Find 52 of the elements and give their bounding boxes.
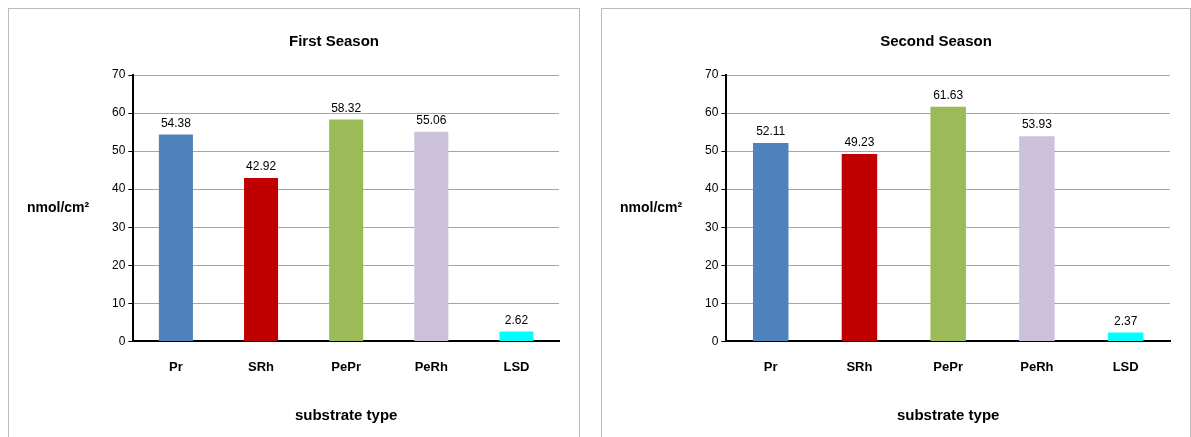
bar	[329, 119, 364, 341]
y-tick-label: 70	[111, 67, 126, 82]
data-label: 61.63	[933, 88, 964, 103]
data-label: 54.38	[160, 115, 192, 130]
y-tick-label: 50	[111, 143, 126, 158]
bar	[1107, 332, 1144, 341]
y-tick-label: 20	[111, 257, 126, 272]
x-tick-label: LSD	[1112, 358, 1139, 374]
data-label: 53.93	[1021, 117, 1053, 132]
y-axis-title: nmol/cm²	[27, 199, 90, 216]
y-tick-label: 30	[704, 219, 719, 234]
data-label: 55.06	[416, 113, 447, 128]
y-tick-label: 30	[111, 219, 126, 234]
x-tick-label: SRh	[846, 358, 873, 374]
x-tick-label: Pr	[169, 358, 183, 374]
y-tick-label: 60	[704, 105, 719, 120]
x-tick-label: LSD	[503, 358, 530, 374]
bar	[1019, 136, 1055, 341]
x-axis-title: substrate type	[294, 406, 398, 424]
x-tick-label: PePr	[933, 358, 963, 374]
x-tick-label: SRh	[248, 358, 275, 374]
y-tick-label: 60	[111, 105, 126, 120]
data-label: 2.37	[1113, 313, 1138, 328]
data-label: 42.92	[246, 159, 277, 174]
y-tick-label: 40	[704, 181, 719, 196]
x-tick-label: PeRh	[1020, 358, 1054, 374]
bar	[752, 143, 789, 341]
y-tick-label: 50	[704, 143, 719, 158]
y-tick-label: 40	[111, 181, 126, 196]
y-tick-label: 20	[704, 257, 719, 272]
chart-title: First Season	[288, 32, 380, 50]
data-label: 58.32	[331, 100, 362, 115]
data-label: 52.11	[756, 124, 786, 139]
bar	[930, 106, 966, 341]
chart-title: Second Season	[880, 32, 992, 50]
y-tick-label: 0	[118, 333, 126, 348]
y-axis-title: nmol/cm²	[620, 199, 683, 216]
y-tick-label: 0	[711, 333, 719, 348]
y-tick-label: 10	[704, 295, 719, 310]
bar	[499, 331, 534, 341]
bar	[158, 134, 193, 341]
data-label: 49.23	[844, 135, 875, 150]
x-tick-label: PeRh	[414, 358, 448, 374]
bar	[414, 131, 449, 341]
y-tick-label: 70	[704, 67, 719, 82]
y-tick-label: 10	[111, 295, 126, 310]
x-axis-title: substrate type	[896, 406, 1000, 424]
data-label: 2.62	[504, 312, 529, 327]
bar	[244, 178, 279, 341]
bar	[841, 154, 878, 341]
x-tick-label: Pr	[763, 358, 778, 374]
x-tick-label: PePr	[331, 358, 361, 374]
